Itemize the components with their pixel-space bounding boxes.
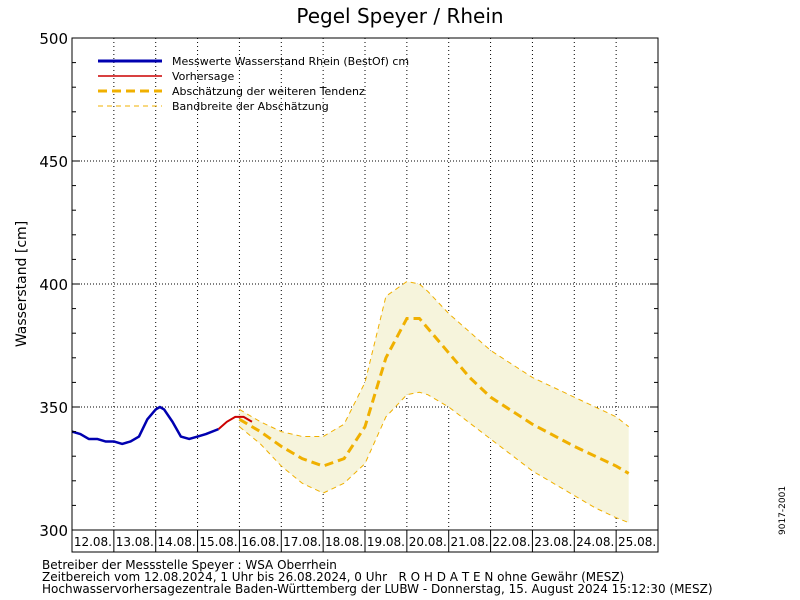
x-tick-label: 20.08.: [409, 535, 447, 549]
x-tick-label: 22.08.: [492, 535, 530, 549]
x-tick-label: 25.08.: [618, 535, 656, 549]
x-tick-label: 19.08.: [367, 535, 405, 549]
legend-label: Vorhersage: [172, 70, 234, 83]
measured-line: [71, 405, 219, 446]
y-tick-label: 500: [39, 30, 68, 48]
x-tick-label: 18.08.: [325, 535, 363, 549]
forecast-band: [239, 281, 629, 523]
x-tick-label: 13.08.: [116, 535, 154, 549]
x-tick-label: 21.08.: [451, 535, 489, 549]
x-tick-label: 23.08.: [534, 535, 572, 549]
x-tick-label: 24.08.: [576, 535, 614, 549]
footer-source: Hochwasservorhersagezentrale Baden-Württ…: [42, 582, 713, 596]
y-axis-label: Wasserstand [cm]: [14, 221, 30, 347]
tendency-line: [238, 316, 630, 475]
y-tick-label: 450: [39, 153, 68, 171]
footer-operator: Betreiber der Messstelle Speyer : WSA Ob…: [42, 558, 337, 572]
band-fill: [239, 281, 629, 523]
side-code: 9017-2001: [778, 485, 788, 535]
forecast-line: [217, 415, 253, 430]
band-lower-line: [239, 391, 629, 524]
x-tick-label: 15.08.: [199, 535, 237, 549]
x-tick-label: 14.08.: [158, 535, 196, 549]
y-tick-label: 300: [39, 522, 68, 540]
x-tick-labels: 12.08. 13.08. 14.08. 15.08. 16.08. 17.08. 18.0…: [74, 535, 656, 549]
legend: Messwerte Wasserstand Rhein (BestOf) cm V…: [98, 55, 409, 113]
y-tick-labels: 300 350 400 450 500: [39, 30, 68, 540]
x-tick-label: 17.08.: [283, 535, 321, 549]
band-upper-line: [239, 281, 630, 438]
legend-label: Messwerte Wasserstand Rhein (BestOf) cm: [172, 55, 409, 68]
x-tick-label: 16.08.: [241, 535, 279, 549]
y-tick-label: 400: [39, 276, 68, 294]
legend-label: Bandbreite der Abschätzung: [172, 100, 329, 113]
y-tick-label: 350: [39, 399, 68, 417]
axes: [71, 37, 659, 553]
chart-title: Pegel Speyer / Rhein: [296, 4, 504, 28]
series-lines: [71, 281, 630, 524]
footer-time-range: Zeitbereich vom 12.08.2024, 1 Uhr bis 26…: [42, 570, 625, 584]
x-tick-label: 12.08.: [74, 535, 112, 549]
legend-label: Abschätzung der weiteren Tendenz: [172, 85, 365, 98]
